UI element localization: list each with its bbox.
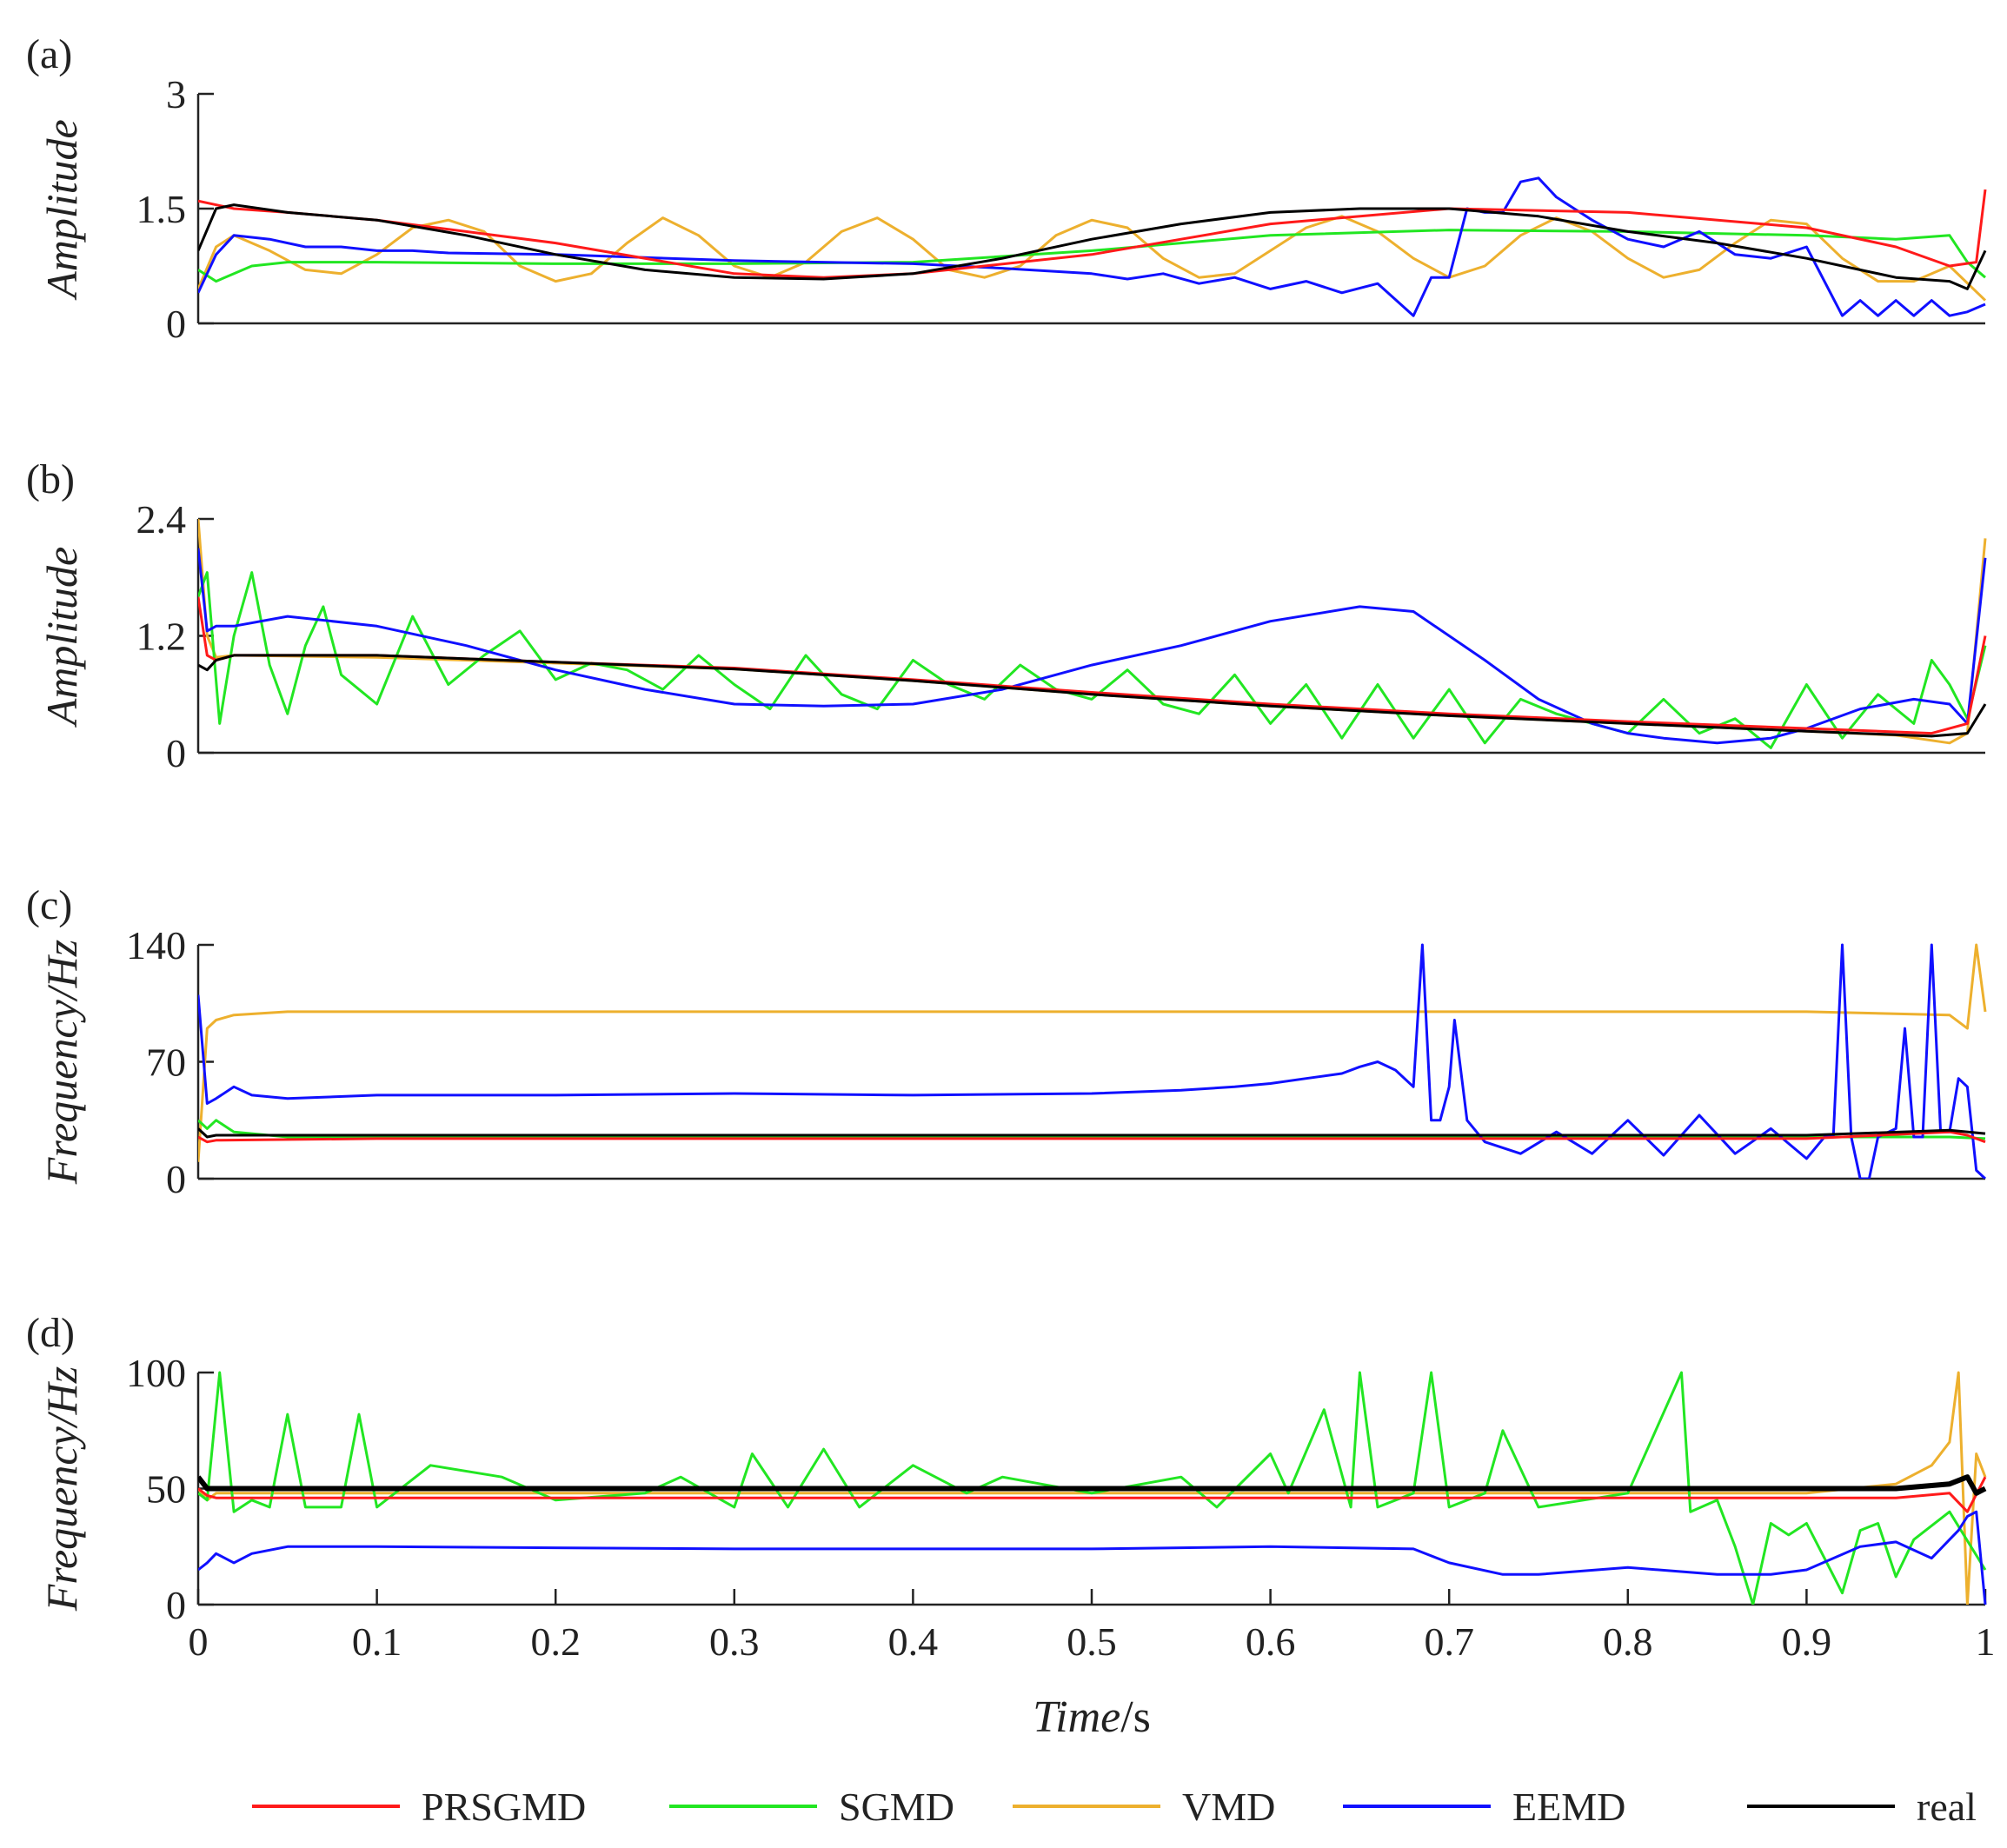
y-tick-label: 100: [126, 1351, 186, 1395]
y-tick-label: 50: [146, 1467, 186, 1512]
y-axis-label: Frequency/Hz: [37, 1366, 86, 1612]
x-tick-label: 0.5: [1067, 1619, 1117, 1664]
panel-label: (d): [26, 1310, 75, 1356]
x-axis-label-unit: /s: [1120, 1692, 1151, 1742]
legend-label-prsgmd: PRSGMD: [422, 1785, 586, 1829]
y-tick-label: 0: [166, 1157, 186, 1201]
y-tick-label: 3: [166, 72, 186, 116]
series-line-vmd: [198, 1371, 1987, 1605]
series-group: [198, 176, 1987, 317]
panel-c: 0 70 140 (c) Frequency/Hz: [26, 882, 1987, 1201]
x-axis-label-name: Time: [1033, 1692, 1120, 1742]
y-tick-label: 140: [126, 923, 186, 967]
series-line-real: [198, 1127, 1986, 1139]
y-tick-label: 1.5: [136, 187, 187, 231]
series-group: [198, 1371, 1987, 1605]
x-tick-label: 0.8: [1603, 1619, 1653, 1664]
series-line-vmd: [198, 215, 1987, 302]
x-tick-label: 0.6: [1246, 1619, 1296, 1664]
x-tick-label: 1: [1976, 1619, 1996, 1664]
y-axis-label: Frequency/Hz: [37, 940, 86, 1185]
series-line-real: [198, 654, 1987, 738]
panel-label: (c): [26, 882, 72, 928]
series-group: [198, 518, 1987, 749]
legend: PRSGMD SGMD VMD EEMD real: [252, 1785, 1977, 1829]
y-tick-label: 0: [166, 731, 186, 775]
series-line-vmd: [198, 943, 1987, 1162]
x-tick-label: 0.4: [888, 1619, 939, 1664]
y-tick-label: 0: [166, 1583, 186, 1627]
x-tick-label: 0.1: [352, 1619, 402, 1664]
panel-b: 0 1.2 2.4 (b) Amplitude: [26, 456, 1987, 775]
x-tick-label: 0.7: [1424, 1619, 1474, 1664]
series-line-vmd: [198, 518, 1987, 745]
x-tick-label: 0.2: [530, 1619, 581, 1664]
y-tick-label: 0: [166, 302, 186, 346]
series-line-real: [198, 1474, 1987, 1496]
x-axis-label: Time/s: [1033, 1692, 1151, 1742]
series-line-eemd: [198, 1510, 1987, 1605]
series-line-sgmd: [198, 229, 1986, 283]
series-line-sgmd: [198, 1371, 1987, 1605]
y-tick-label: 2.4: [136, 497, 187, 542]
panel-label: (a): [26, 31, 72, 77]
y-tick-label: 1.2: [136, 615, 187, 659]
panel-a: 0 1.5 3 (a) Amplitude: [26, 31, 1987, 346]
x-tick-label: 0.9: [1782, 1619, 1832, 1664]
series-line-eemd: [198, 943, 1987, 1179]
y-axis-label: Amplitude: [37, 547, 86, 728]
legend-label-real: real: [1917, 1785, 1977, 1829]
x-tick-label: 0: [189, 1619, 209, 1664]
legend-label-vmd: VMD: [1182, 1785, 1275, 1829]
legend-label-eemd: EEMD: [1512, 1785, 1625, 1829]
series-line-prsgmd: [198, 1476, 1987, 1513]
series-group: [198, 943, 1987, 1179]
panel-d: 0 50 100 0 0.1 0.2 0.3 0.4 0.5 0.6 0.7 0.8 0.9 1 (d) Fr…: [26, 1310, 1996, 1664]
series-line-eemd: [198, 176, 1986, 317]
y-axis-label: Amplitude: [37, 119, 86, 301]
y-tick-label: 70: [146, 1040, 186, 1085]
x-tick-label: 0.3: [709, 1619, 760, 1664]
series-line-prsgmd: [198, 1130, 1986, 1144]
legend-label-sgmd: SGMD: [839, 1785, 954, 1829]
series-line-eemd: [198, 548, 1987, 745]
panel-label: (b): [26, 456, 75, 502]
series-line-real: [198, 203, 1987, 290]
